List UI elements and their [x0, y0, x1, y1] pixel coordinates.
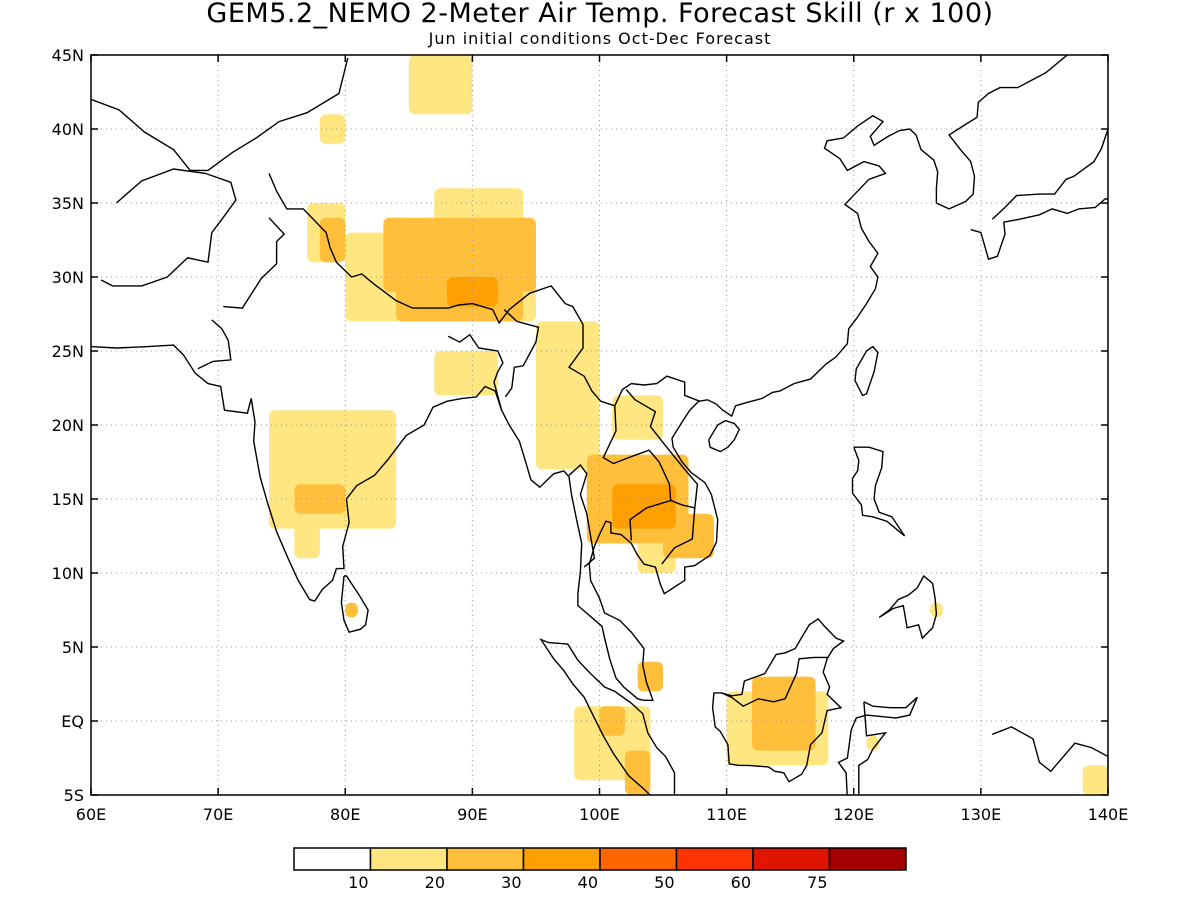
- x-tick-label: 70E: [203, 805, 233, 824]
- skill-region: [294, 484, 346, 514]
- colorbar-swatch: [369, 847, 448, 871]
- coastline-segment: [223, 217, 286, 309]
- y-tick-label: 45N: [52, 46, 84, 65]
- coastline-segment: [851, 446, 906, 537]
- colorbar-swatch: [599, 847, 678, 871]
- skill-region: [345, 602, 358, 618]
- colorbar-label: 30: [501, 873, 521, 892]
- coastline-segment: [878, 574, 938, 640]
- skill-region: [599, 706, 625, 736]
- coastline-segment: [854, 345, 879, 397]
- colorbar: 10 20 30 40 50 60 75: [293, 847, 907, 892]
- x-tick-label: 130E: [961, 805, 1002, 824]
- coastline-segment: [992, 726, 1108, 795]
- colorbar-label: 40: [578, 873, 598, 892]
- y-tick-label: EQ: [61, 712, 84, 731]
- skill-region: [866, 735, 880, 751]
- y-tick-label: 30N: [52, 268, 84, 287]
- x-tick-label: 60E: [76, 805, 106, 824]
- colorbar-label: 75: [807, 873, 827, 892]
- x-tick-label: 80E: [330, 805, 360, 824]
- skill-region: [383, 217, 536, 292]
- coastline-segment: [91, 55, 1068, 701]
- y-tick-label: 40N: [52, 120, 84, 139]
- skill-region: [319, 217, 346, 263]
- coastlines: [91, 55, 1108, 795]
- coastline-segment: [602, 405, 672, 541]
- coastline-segment: [503, 309, 540, 398]
- coastline-segment: [991, 128, 1108, 220]
- colorbar-swatch: [293, 847, 372, 871]
- coastline-segment: [100, 168, 237, 287]
- coastline-segment: [661, 499, 696, 565]
- skill-region: [752, 676, 816, 751]
- skill-shading-layer: [268, 55, 1108, 795]
- skill-region: [294, 513, 320, 559]
- skill-region: [408, 55, 473, 115]
- coastline-segment: [568, 463, 596, 568]
- coastline-segment: [197, 319, 232, 370]
- coastline-segment: [91, 57, 349, 172]
- skill-region: [446, 277, 498, 307]
- coastline-segment: [708, 419, 741, 453]
- colorbar-label: 60: [731, 873, 751, 892]
- coastline-segment: [268, 173, 701, 407]
- coastline-segment: [447, 333, 504, 411]
- colorbar-label: 10: [348, 873, 368, 892]
- y-tick-label: 15N: [52, 490, 84, 509]
- x-tick-label: 110E: [706, 805, 747, 824]
- colorbar-swatch: [675, 847, 754, 871]
- coastline-segment: [970, 158, 1108, 261]
- coastline-segment: [539, 638, 676, 795]
- skill-region: [624, 750, 651, 795]
- y-tick-label: 5S: [64, 786, 84, 805]
- skill-region: [535, 321, 600, 470]
- axis-ticks: 60E 70E 80E 90E 100E 110E 120E 130E 140E 45N 40N 35…: [52, 46, 1129, 824]
- x-tick-label: 140E: [1088, 805, 1129, 824]
- colorbar-label: 20: [425, 873, 445, 892]
- colorbar-swatch: [828, 847, 907, 871]
- x-tick-label: 100E: [579, 805, 620, 824]
- coastline-segment: [721, 656, 829, 708]
- map-title: GEM5.2_NEMO 2-Meter Air Temp. Forecast S…: [206, 0, 994, 29]
- skill-region: [637, 661, 664, 692]
- x-tick-label: 90E: [457, 805, 487, 824]
- y-tick-label: 10N: [52, 564, 84, 583]
- skill-region: [434, 351, 498, 396]
- coastline-segment: [837, 696, 918, 795]
- colorbar-swatch: [752, 847, 831, 871]
- skill-region: [612, 484, 676, 529]
- y-tick-label: 35N: [52, 194, 84, 213]
- map-gridlines: [91, 55, 1108, 795]
- y-tick-label: 20N: [52, 416, 84, 435]
- skill-region: [319, 114, 346, 144]
- x-tick-label: 120E: [833, 805, 874, 824]
- coastline-segment: [711, 617, 846, 783]
- colorbar-swatch: [446, 847, 525, 871]
- coastline-segment: [340, 575, 369, 634]
- y-tick-label: 5N: [62, 638, 84, 657]
- skill-region: [1082, 765, 1108, 795]
- colorbar-label: 50: [654, 873, 674, 892]
- coastline-segment: [625, 389, 699, 508]
- skill-region: [612, 395, 664, 440]
- colorbar-swatch: [522, 847, 601, 871]
- y-tick-label: 25N: [52, 342, 84, 361]
- map-subtitle: Jun initial conditions Oct-Dec Forecast: [428, 29, 772, 48]
